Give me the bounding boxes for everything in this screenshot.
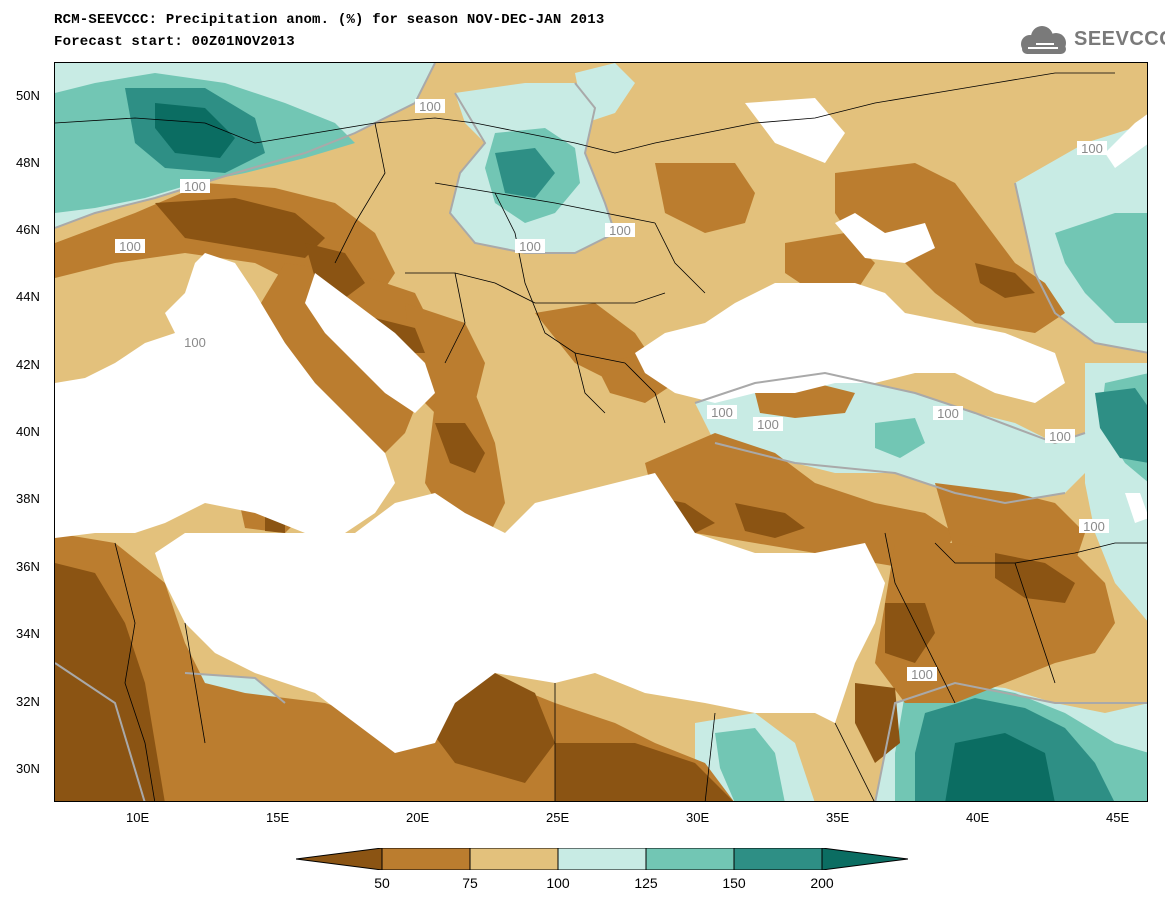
contour-label-text: 100 [757,417,779,432]
lat-label: 44N [16,289,40,304]
contour-label-text: 100 [419,99,441,114]
colorbar-segment-3 [469,848,559,870]
contour-label-text: 100 [1083,519,1105,534]
contour-label-text: 100 [1049,429,1071,444]
contour-label: 100 [605,223,635,238]
logo-text: SEEVCCC [1074,28,1165,50]
lat-label: 38N [16,491,40,506]
lat-label: 36N [16,559,40,574]
colorbar-label: 125 [634,875,658,891]
contour-label: 100 [933,406,963,421]
colorbar-segment-2 [381,848,471,870]
contour-label: 100 [1079,519,1109,534]
lat-label: 42N [16,357,40,372]
cloud-logo-icon [1021,26,1066,54]
contour-label-text: 100 [711,405,733,420]
contour-label-text: 100 [911,667,933,682]
contour-label: 100 [907,667,937,682]
contour-label: 100 [180,335,210,350]
lat-label: 32N [16,694,40,709]
lon-label: 30E [686,810,710,825]
lon-label: 45E [1106,810,1130,825]
colorbar-segment-5 [645,848,735,870]
contour-label: 100 [1045,429,1075,444]
colorbar-segment-1 [296,848,383,870]
map-frame: 100 100 100 100 100 100 100 100 100 100 … [54,62,1148,802]
colorbar-label: 75 [462,875,478,891]
colorbar-segment-4 [557,848,647,870]
contour-label: 100 [115,239,145,254]
contour-label-text: 100 [184,179,206,194]
lon-label: 20E [406,810,430,825]
lat-label: 30N [16,761,40,776]
contour-label: 100 [1077,141,1107,156]
sea-mask [55,98,1147,753]
lon-label: 25E [546,810,570,825]
contour-label-text: 100 [119,239,141,254]
contour-label: 100 [515,239,545,254]
colorbar-label: 50 [374,875,390,891]
lon-label: 10E [126,810,150,825]
lat-label: 46N [16,222,40,237]
country-borders [55,72,1147,801]
lon-label: 40E [966,810,990,825]
colorbar-segment-6 [733,848,823,870]
contour-label-text: 100 [937,406,959,421]
forecast-start-label: Forecast start: 00Z01NOV2013 [54,34,295,50]
lon-label: 35E [826,810,850,825]
contour-label-text: 100 [519,239,541,254]
contour-labels: 100 100 100 100 100 100 100 100 100 100 … [115,99,1109,682]
anomaly-over-200-zone [155,103,1055,801]
contour-label-text: 100 [1081,141,1103,156]
lat-label: 50N [16,88,40,103]
colorbar-label: 150 [722,875,746,891]
map-title: RCM-SEEVCCC: Precipitation anom. (%) for… [54,12,605,28]
contour-label: 100 [180,179,210,194]
colorbar-label: 200 [810,875,834,891]
lon-label: 15E [266,810,290,825]
lat-label: 40N [16,424,40,439]
contour-label-text: 100 [184,335,206,350]
lat-label: 34N [16,626,40,641]
colorbar-segment-7 [821,848,908,870]
anomaly-map: 100 100 100 100 100 100 100 100 100 100 … [55,63,1147,801]
contour-label-text: 100 [609,223,631,238]
colorbar [296,848,908,870]
contour-label: 100 [707,405,737,420]
lat-label: 48N [16,155,40,170]
contour-label: 100 [753,417,783,432]
colorbar-label: 100 [546,875,570,891]
contour-label: 100 [415,99,445,114]
